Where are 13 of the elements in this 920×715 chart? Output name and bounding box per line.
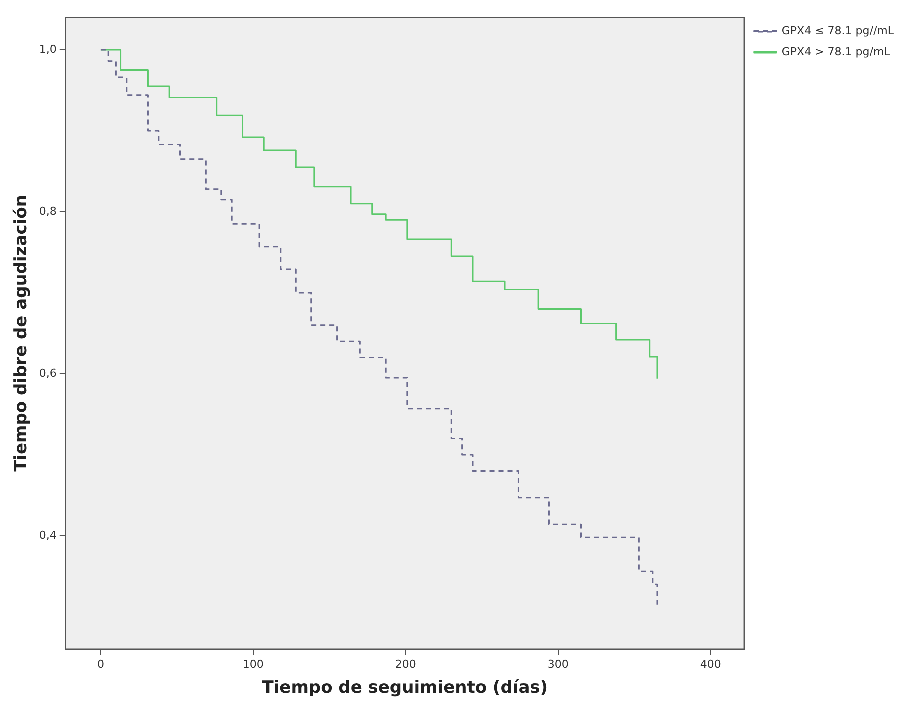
x-tick-label: 0	[97, 658, 104, 671]
x-tick-label: 200	[395, 658, 416, 671]
y-axis-title: Tiempo dibre de agudización	[12, 195, 32, 472]
x-axis-title: Tiempo de seguimiento (días)	[262, 678, 548, 698]
y-tick-label: 0,6	[39, 366, 57, 380]
legend-label: GPX4 ≤ 78.1 pg//mL	[782, 24, 895, 38]
y-tick-label: 1,0	[39, 42, 57, 56]
x-tick-label: 100	[242, 658, 264, 671]
x-tick-label: 400	[700, 658, 722, 671]
y-tick-label: 0,8	[39, 204, 57, 218]
x-tick-label: 300	[548, 658, 569, 671]
legend-label: GPX4 > 78.1 pg/mL	[782, 45, 892, 58]
y-tick-label: 0,4	[39, 528, 57, 542]
